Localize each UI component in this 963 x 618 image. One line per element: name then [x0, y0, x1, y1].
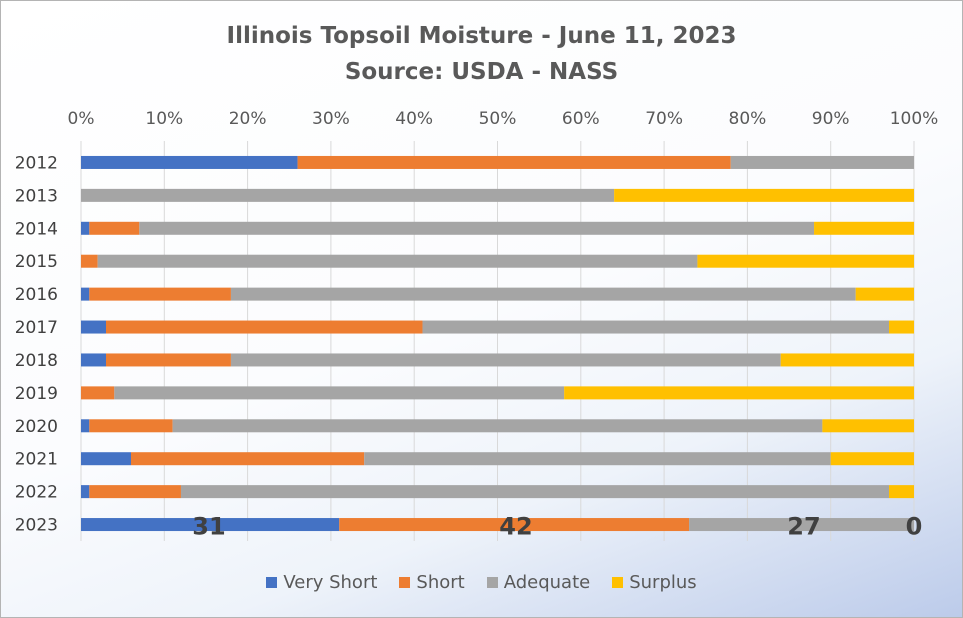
bar-very-short — [81, 518, 340, 532]
bar-very-short — [81, 452, 131, 466]
chart-subtitle: Source: USDA - NASS — [344, 59, 619, 85]
bar-adequate — [730, 155, 914, 169]
bar-surplus — [889, 485, 914, 499]
x-tick-label: 30% — [312, 109, 350, 129]
data-label: 0 — [906, 513, 923, 541]
bar-surplus — [822, 419, 914, 433]
chart-legend: Very Short Short Adequate Surplus — [1, 572, 962, 593]
x-tick-label: 20% — [229, 109, 267, 129]
legend-label: Adequate — [503, 572, 591, 593]
legend-item: Short — [399, 572, 465, 593]
bar-adequate — [97, 254, 698, 268]
bar-adequate — [81, 188, 615, 202]
legend-label: Short — [416, 572, 465, 593]
bar-adequate — [364, 452, 831, 466]
y-tick-label: 2020 — [15, 417, 58, 437]
legend-swatch — [486, 577, 498, 588]
bar-short — [89, 287, 231, 301]
legend-item: Adequate — [486, 572, 591, 593]
bar-adequate — [172, 419, 823, 433]
bar-adequate — [689, 518, 914, 532]
x-tick-label: 100% — [890, 109, 939, 129]
x-tick-label: 80% — [729, 109, 767, 129]
bar-short — [81, 386, 115, 400]
legend-swatch — [399, 577, 411, 588]
y-tick-label: 2016 — [15, 285, 58, 305]
x-tick-label: 70% — [645, 109, 683, 129]
bar-short — [89, 419, 173, 433]
bar-very-short — [81, 353, 106, 367]
data-label: 27 — [787, 513, 820, 541]
chart-title: Illinois Topsoil Moisture - June 11, 202… — [226, 23, 737, 49]
legend-item: Surplus — [612, 572, 697, 593]
bar-surplus — [780, 353, 914, 367]
bar-surplus — [697, 254, 914, 268]
legend-label: Surplus — [629, 572, 697, 593]
bar-surplus — [830, 452, 914, 466]
y-tick-label: 2018 — [15, 351, 58, 371]
bar-very-short — [81, 419, 90, 433]
bar-adequate — [230, 353, 781, 367]
bar-very-short — [81, 320, 106, 334]
data-label: 42 — [499, 513, 532, 541]
bar-adequate — [139, 221, 815, 235]
bar-short — [89, 485, 181, 499]
x-tick-label: 10% — [145, 109, 183, 129]
y-tick-label: 2021 — [15, 450, 58, 470]
bar-very-short — [81, 155, 298, 169]
y-tick-label: 2013 — [15, 186, 58, 206]
bar-short — [105, 320, 423, 334]
bar-short — [297, 155, 731, 169]
bar-very-short — [81, 485, 90, 499]
y-tick-label: 2012 — [15, 153, 58, 173]
bar-surplus — [564, 386, 914, 400]
y-tick-label: 2022 — [15, 483, 58, 503]
x-tick-label: 40% — [395, 109, 433, 129]
x-tick-label: 60% — [562, 109, 600, 129]
data-label: 31 — [192, 513, 225, 541]
x-tick-label: 50% — [479, 109, 517, 129]
y-tick-label: 2023 — [15, 516, 58, 536]
legend-swatch — [266, 577, 278, 588]
y-tick-label: 2015 — [15, 252, 58, 272]
legend-label: Very Short — [283, 572, 378, 593]
x-tick-label: 0% — [68, 109, 95, 129]
bar-surplus — [814, 221, 914, 235]
bar-short — [339, 518, 690, 532]
bar-very-short — [81, 287, 90, 301]
y-tick-label: 2014 — [15, 219, 58, 239]
legend-item: Very Short — [266, 572, 377, 593]
bar-short — [81, 254, 98, 268]
bar-surplus — [614, 188, 914, 202]
bar-adequate — [180, 485, 890, 499]
bar-adequate — [114, 386, 565, 400]
bar-adequate — [230, 287, 856, 301]
bar-short — [105, 353, 231, 367]
x-tick-label: 90% — [812, 109, 850, 129]
bar-very-short — [81, 221, 90, 235]
bar-short — [130, 452, 365, 466]
bar-short — [89, 221, 140, 235]
bar-surplus — [889, 320, 914, 334]
bar-adequate — [422, 320, 890, 334]
y-tick-label: 2017 — [15, 318, 58, 338]
legend-swatch — [612, 577, 624, 588]
y-tick-label: 2019 — [15, 384, 58, 404]
bar-surplus — [855, 287, 914, 301]
